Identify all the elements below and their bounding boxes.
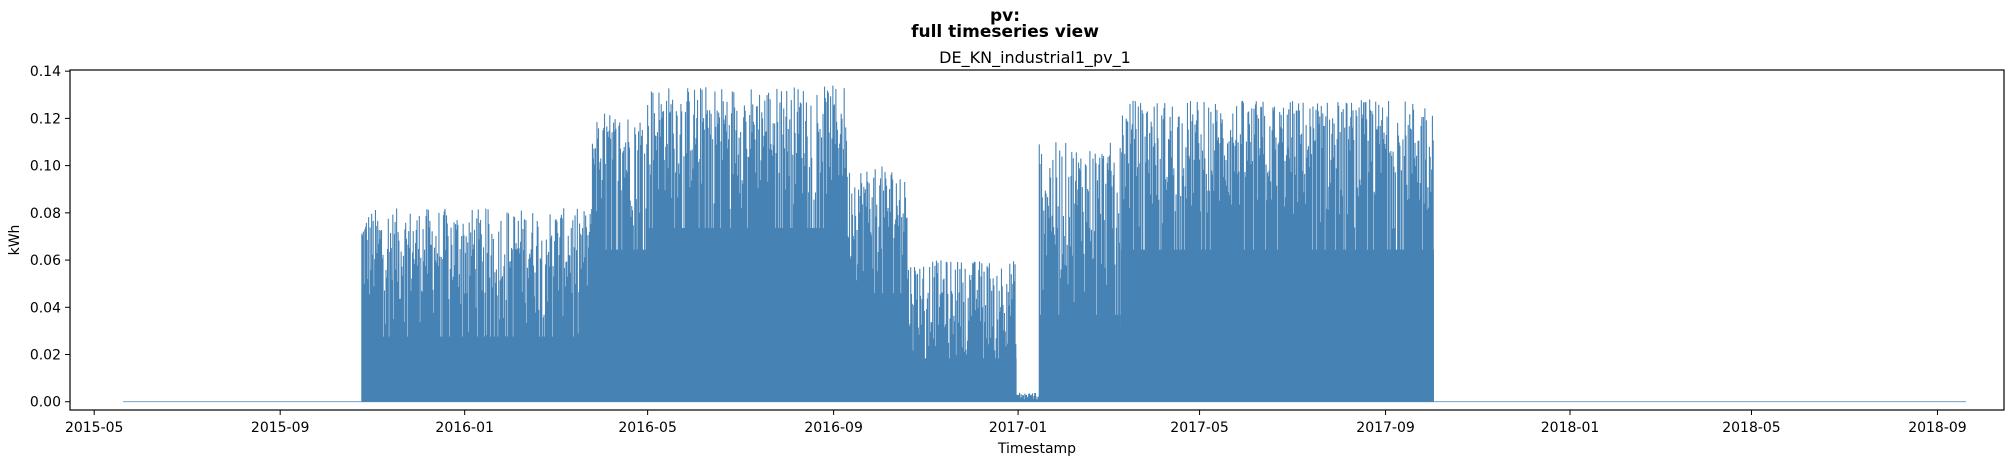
x-tick-label: 2018-05 — [1722, 420, 1781, 436]
y-tick-label: 0.04 — [30, 300, 61, 316]
x-tick-label: 2018-09 — [1908, 420, 1967, 436]
y-tick-label: 0.00 — [30, 395, 61, 411]
series-area-segment — [907, 358, 1017, 402]
x-tick-label: 2016-01 — [435, 420, 494, 436]
x-tick-label: 2015-09 — [251, 420, 310, 436]
y-tick-label: 0.08 — [30, 206, 61, 222]
y-tick-label: 0.02 — [30, 348, 61, 364]
y-tick-label: 0.10 — [30, 159, 61, 175]
series-layer — [122, 85, 1967, 403]
figure-suptitle-line2: full timeseries view — [911, 22, 1099, 42]
y-tick-label: 0.14 — [30, 64, 61, 80]
y-tick-label: 0.06 — [30, 253, 61, 269]
y-tick-label: 0.12 — [30, 111, 61, 127]
x-tick-label: 2018-01 — [1541, 420, 1600, 436]
series-area-segment — [847, 293, 908, 402]
x-tick-label: 2016-05 — [618, 420, 677, 436]
series-area-segment — [591, 249, 648, 402]
figure-suptitle-line1: pv: — [989, 6, 1021, 26]
x-tick-label: 2015-05 — [65, 420, 124, 436]
x-axis-label: Timestamp — [997, 441, 1076, 457]
y-axis: 0.00 0.02 0.04 0.06 0.08 0.10 0.12 0.14 — [30, 64, 70, 411]
x-tick-label: 2017-01 — [989, 420, 1048, 436]
series-area-segment — [1016, 399, 1040, 402]
series-area-segment — [1120, 249, 1434, 402]
x-tick-label: 2017-09 — [1356, 420, 1415, 436]
series-area-segment — [647, 227, 848, 402]
series-area-segment — [361, 336, 592, 402]
x-tick-label: 2017-05 — [1170, 420, 1229, 436]
plot-frame — [69, 69, 2005, 411]
x-axis: 2015-05 2015-09 2016-01 2016-05 2016-09 2017-… — [65, 410, 1967, 436]
x-tick-label: 2016-09 — [804, 420, 863, 436]
y-axis-label: kWh — [7, 225, 23, 256]
chart-title: DE_KN_industrial1_pv_1 — [939, 48, 1131, 68]
series-area-segment — [1039, 314, 1121, 402]
